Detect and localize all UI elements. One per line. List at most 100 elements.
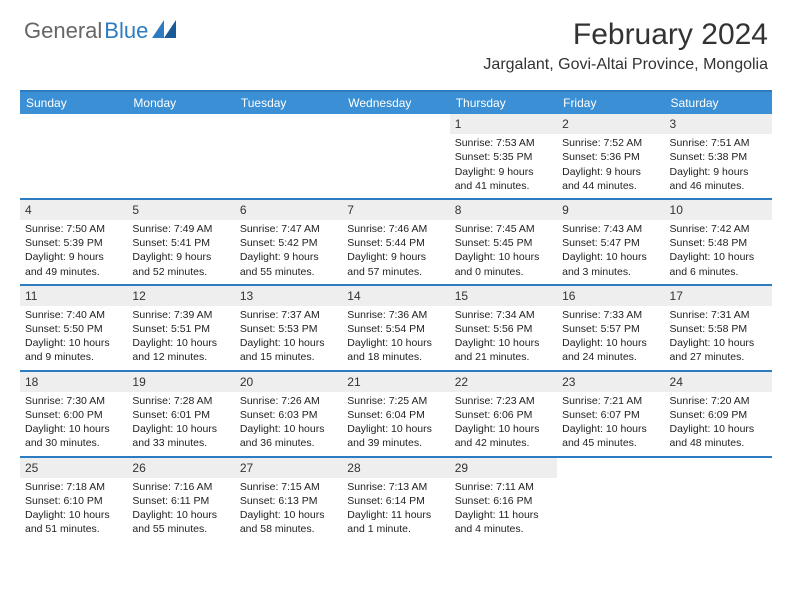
sunset-text: Sunset: 5:45 PM — [455, 236, 552, 250]
sunrise-text: Sunrise: 7:25 AM — [347, 394, 444, 408]
day-number: 15 — [450, 286, 557, 306]
sunset-text: Sunset: 6:09 PM — [670, 408, 767, 422]
daylight-text: Daylight: 10 hours and 45 minutes. — [562, 422, 659, 450]
calendar-day-cell — [235, 114, 342, 198]
day-number: 27 — [235, 458, 342, 478]
sunset-text: Sunset: 5:39 PM — [25, 236, 122, 250]
sunrise-text: Sunrise: 7:23 AM — [455, 394, 552, 408]
day-number: 28 — [342, 458, 449, 478]
weekday-header: Saturday — [665, 92, 772, 114]
sunset-text: Sunset: 5:53 PM — [240, 322, 337, 336]
day-number: 4 — [20, 200, 127, 220]
day-number: 19 — [127, 372, 234, 392]
sunset-text: Sunset: 6:16 PM — [455, 494, 552, 508]
sunrise-text: Sunrise: 7:49 AM — [132, 222, 229, 236]
sunset-text: Sunset: 6:01 PM — [132, 408, 229, 422]
sunrise-text: Sunrise: 7:26 AM — [240, 394, 337, 408]
sunset-text: Sunset: 5:38 PM — [670, 150, 767, 164]
daylight-text: Daylight: 10 hours and 30 minutes. — [25, 422, 122, 450]
daylight-text: Daylight: 10 hours and 58 minutes. — [240, 508, 337, 536]
calendar-day-cell: 9Sunrise: 7:43 AMSunset: 5:47 PMDaylight… — [557, 200, 664, 284]
calendar-day-cell: 20Sunrise: 7:26 AMSunset: 6:03 PMDayligh… — [235, 372, 342, 456]
daylight-text: Daylight: 9 hours and 41 minutes. — [455, 165, 552, 193]
daylight-text: Daylight: 10 hours and 42 minutes. — [455, 422, 552, 450]
sunrise-text: Sunrise: 7:47 AM — [240, 222, 337, 236]
calendar-day-cell: 19Sunrise: 7:28 AMSunset: 6:01 PMDayligh… — [127, 372, 234, 456]
day-number: 8 — [450, 200, 557, 220]
day-number: 22 — [450, 372, 557, 392]
sunrise-text: Sunrise: 7:13 AM — [347, 480, 444, 494]
calendar-day-cell: 4Sunrise: 7:50 AMSunset: 5:39 PMDaylight… — [20, 200, 127, 284]
day-number: 18 — [20, 372, 127, 392]
daylight-text: Daylight: 10 hours and 0 minutes. — [455, 250, 552, 278]
month-title: February 2024 — [483, 18, 768, 52]
daylight-text: Daylight: 9 hours and 44 minutes. — [562, 165, 659, 193]
calendar-day-cell: 8 Sunrise: 7:45 AMSunset: 5:45 PMDaylight… — [450, 200, 557, 284]
daylight-text: Daylight: 10 hours and 12 minutes. — [132, 336, 229, 364]
sunset-text: Sunset: 5:41 PM — [132, 236, 229, 250]
daylight-text: Daylight: 9 hours and 55 minutes. — [240, 250, 337, 278]
weekday-header: Wednesday — [342, 92, 449, 114]
daylight-text: Daylight: 10 hours and 24 minutes. — [562, 336, 659, 364]
calendar-day-cell: 27Sunrise: 7:15 AMSunset: 6:13 PMDayligh… — [235, 458, 342, 542]
calendar-day-cell: 1Sunrise: 7:53 AMSunset: 5:35 PMDaylight… — [450, 114, 557, 198]
sunrise-text: Sunrise: 7:31 AM — [670, 308, 767, 322]
daylight-text: Daylight: 10 hours and 36 minutes. — [240, 422, 337, 450]
sunset-text: Sunset: 5:51 PM — [132, 322, 229, 336]
sunset-text: Sunset: 5:36 PM — [562, 150, 659, 164]
day-number: 14 — [342, 286, 449, 306]
sunset-text: Sunset: 6:06 PM — [455, 408, 552, 422]
weekday-header: Friday — [557, 92, 664, 114]
sunrise-text: Sunrise: 7:40 AM — [25, 308, 122, 322]
calendar-day-cell: 7Sunrise: 7:46 AMSunset: 5:44 PMDaylight… — [342, 200, 449, 284]
location-subtitle: Jargalant, Govi-Altai Province, Mongolia — [483, 56, 768, 74]
sunset-text: Sunset: 6:14 PM — [347, 494, 444, 508]
daylight-text: Daylight: 10 hours and 6 minutes. — [670, 250, 767, 278]
calendar-day-cell: 14Sunrise: 7:36 AMSunset: 5:54 PMDayligh… — [342, 286, 449, 370]
daylight-text: Daylight: 10 hours and 55 minutes. — [132, 508, 229, 536]
day-number: 16 — [557, 286, 664, 306]
daylight-text: Daylight: 10 hours and 9 minutes. — [25, 336, 122, 364]
sunrise-text: Sunrise: 7:45 AM — [455, 222, 552, 236]
sunset-text: Sunset: 5:58 PM — [670, 322, 767, 336]
daylight-text: Daylight: 9 hours and 57 minutes. — [347, 250, 444, 278]
sunrise-text: Sunrise: 7:51 AM — [670, 136, 767, 150]
sunset-text: Sunset: 6:11 PM — [132, 494, 229, 508]
day-number: 21 — [342, 372, 449, 392]
daylight-text: Daylight: 11 hours and 1 minute. — [347, 508, 444, 536]
logo: General Blue — [24, 18, 176, 44]
calendar-day-cell: 29Sunrise: 7:11 AMSunset: 6:16 PMDayligh… — [450, 458, 557, 542]
daylight-text: Daylight: 11 hours and 4 minutes. — [455, 508, 552, 536]
calendar-week-row: 11Sunrise: 7:40 AMSunset: 5:50 PMDayligh… — [20, 286, 772, 372]
day-number: 20 — [235, 372, 342, 392]
daylight-text: Daylight: 10 hours and 15 minutes. — [240, 336, 337, 364]
daylight-text: Daylight: 10 hours and 27 minutes. — [670, 336, 767, 364]
calendar-day-cell: 13Sunrise: 7:37 AMSunset: 5:53 PMDayligh… — [235, 286, 342, 370]
calendar-day-cell — [557, 458, 664, 542]
calendar: SundayMondayTuesdayWednesdayThursdayFrid… — [20, 90, 772, 541]
sunrise-text: Sunrise: 7:18 AM — [25, 480, 122, 494]
weekday-header: Thursday — [450, 92, 557, 114]
day-number: 2 — [557, 114, 664, 134]
header: General Blue February 2024 Jargalant, Go… — [0, 0, 792, 80]
sunset-text: Sunset: 6:13 PM — [240, 494, 337, 508]
sunrise-text: Sunrise: 7:28 AM — [132, 394, 229, 408]
daylight-text: Daylight: 10 hours and 48 minutes. — [670, 422, 767, 450]
calendar-day-cell: 16Sunrise: 7:33 AMSunset: 5:57 PMDayligh… — [557, 286, 664, 370]
sunset-text: Sunset: 5:54 PM — [347, 322, 444, 336]
calendar-day-cell: 18Sunrise: 7:30 AMSunset: 6:00 PMDayligh… — [20, 372, 127, 456]
day-number: 9 — [557, 200, 664, 220]
calendar-day-cell: 26Sunrise: 7:16 AMSunset: 6:11 PMDayligh… — [127, 458, 234, 542]
day-number: 10 — [665, 200, 772, 220]
weekday-header: Monday — [127, 92, 234, 114]
daylight-text: Daylight: 10 hours and 51 minutes. — [25, 508, 122, 536]
day-number: 3 — [665, 114, 772, 134]
calendar-day-cell: 6Sunrise: 7:47 AMSunset: 5:42 PMDaylight… — [235, 200, 342, 284]
day-number: 26 — [127, 458, 234, 478]
weekday-header: Tuesday — [235, 92, 342, 114]
sunrise-text: Sunrise: 7:46 AM — [347, 222, 444, 236]
calendar-day-cell: 21Sunrise: 7:25 AMSunset: 6:04 PMDayligh… — [342, 372, 449, 456]
day-number: 29 — [450, 458, 557, 478]
calendar-day-cell — [342, 114, 449, 198]
sunrise-text: Sunrise: 7:50 AM — [25, 222, 122, 236]
